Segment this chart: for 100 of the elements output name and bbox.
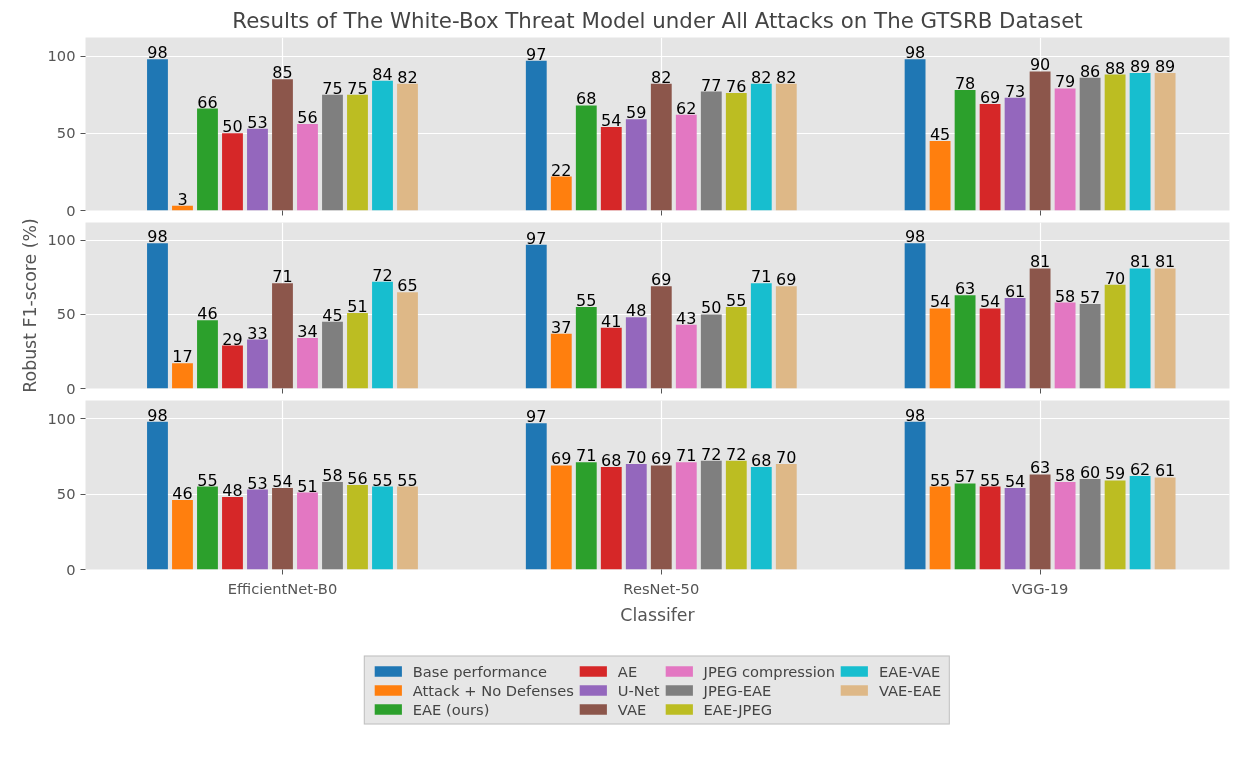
legend-label: VAE-EAE <box>878 681 942 698</box>
bar <box>700 91 722 211</box>
bar <box>172 363 193 389</box>
data-label: 98 <box>147 405 168 425</box>
bar <box>575 105 597 211</box>
bar <box>1129 475 1151 570</box>
data-label: 70 <box>776 447 797 467</box>
data-label: 58 <box>322 465 343 485</box>
bar <box>1054 481 1076 570</box>
data-label: 29 <box>222 329 243 349</box>
bar <box>1029 71 1051 211</box>
y-tick-label: 100 <box>47 47 76 65</box>
y-tick-label: 100 <box>47 409 76 427</box>
bar <box>979 103 1001 211</box>
y-tick-label: 100 <box>47 231 76 249</box>
bar <box>954 483 976 570</box>
data-label: 68 <box>601 450 622 470</box>
data-label: 46 <box>172 484 193 504</box>
data-label: 50 <box>701 298 722 318</box>
bar <box>550 333 572 389</box>
data-label: 55 <box>726 290 747 310</box>
data-label: 50 <box>222 117 243 137</box>
bar <box>347 485 368 570</box>
data-label: 98 <box>904 405 926 425</box>
bar <box>775 286 797 389</box>
bar <box>650 83 672 211</box>
bar <box>1154 73 1176 211</box>
data-label: 17 <box>172 347 193 367</box>
data-label: 62 <box>1129 459 1151 479</box>
data-label: 37 <box>551 317 572 337</box>
bar <box>1079 478 1101 570</box>
data-label: 82 <box>776 67 797 87</box>
bar <box>550 465 572 570</box>
bar <box>725 93 747 211</box>
data-label: 71 <box>751 267 772 287</box>
bar <box>272 283 293 389</box>
bar <box>247 128 268 211</box>
bar <box>397 83 418 211</box>
bar <box>322 321 343 389</box>
data-label: 55 <box>397 470 418 490</box>
data-label: 54 <box>979 292 1001 312</box>
bar <box>1054 302 1076 389</box>
bar <box>650 286 672 389</box>
data-label: 58 <box>1054 465 1076 485</box>
bar <box>1079 304 1101 389</box>
bar <box>750 83 772 211</box>
data-label: 48 <box>222 481 243 501</box>
data-label: 70 <box>1104 268 1126 288</box>
data-label: 72 <box>701 444 722 464</box>
bar <box>929 486 951 570</box>
data-label: 82 <box>651 67 672 87</box>
bar <box>1029 474 1051 570</box>
bar <box>347 312 368 389</box>
data-label: 54 <box>929 292 951 312</box>
bar <box>1079 77 1101 211</box>
data-label: 69 <box>651 449 672 469</box>
data-label: 75 <box>347 78 368 98</box>
bar <box>675 462 697 570</box>
data-label: 69 <box>776 270 797 290</box>
bar <box>147 243 168 389</box>
bar <box>1104 74 1126 211</box>
data-label: 85 <box>272 63 293 83</box>
bar <box>222 133 243 211</box>
y-tick-label: 0 <box>66 201 76 219</box>
data-label: 56 <box>347 469 368 488</box>
bar <box>625 463 647 570</box>
data-label: 48 <box>626 301 647 321</box>
bar <box>525 60 547 211</box>
bar <box>575 462 597 570</box>
legend-label: U-Net <box>617 681 660 698</box>
data-label: 81 <box>1154 252 1176 272</box>
data-label: 98 <box>904 227 926 247</box>
bar <box>297 492 318 570</box>
bar <box>197 320 218 389</box>
bar <box>1054 88 1076 211</box>
data-label: 71 <box>576 446 597 466</box>
data-label: 75 <box>322 78 343 98</box>
bar <box>600 327 622 389</box>
legend-label: VAE <box>617 700 647 717</box>
data-label: 57 <box>954 467 976 487</box>
data-label: 55 <box>929 470 951 490</box>
bar <box>625 317 647 389</box>
bar <box>347 94 368 211</box>
bar <box>1129 268 1151 389</box>
y-axis-title: Robust F1-score (%) <box>19 218 40 393</box>
legend-label: EAE (ours) <box>412 700 490 717</box>
data-label: 81 <box>1129 252 1151 272</box>
data-label: 56 <box>297 108 318 127</box>
bar <box>297 338 318 389</box>
bar <box>700 460 722 570</box>
data-label: 33 <box>247 323 268 343</box>
data-label: 45 <box>322 305 343 325</box>
data-label: 97 <box>526 228 547 248</box>
bar <box>675 324 697 389</box>
legend-label: AE <box>617 662 638 679</box>
bar <box>247 339 268 389</box>
data-label: 59 <box>1104 464 1126 484</box>
bar <box>600 466 622 570</box>
data-label: 51 <box>347 296 368 316</box>
data-label: 69 <box>551 449 572 469</box>
